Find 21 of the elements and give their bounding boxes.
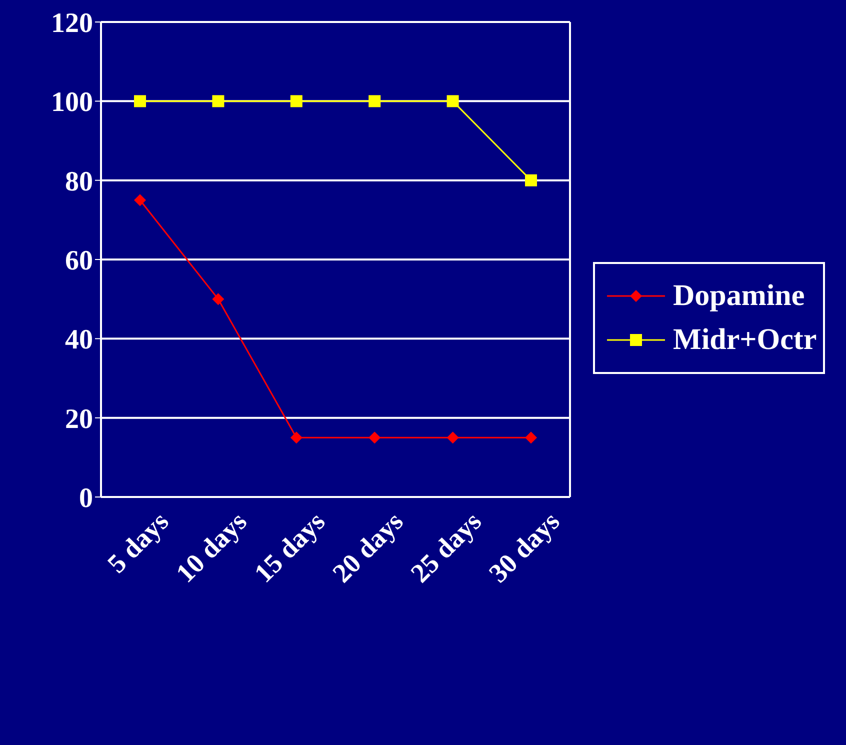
point bbox=[525, 432, 537, 444]
y-tick-label: 20 bbox=[65, 404, 93, 435]
y-tick-label: 100 bbox=[51, 87, 93, 118]
y-tick-label: 40 bbox=[65, 324, 93, 356]
y-tick-label: 60 bbox=[65, 245, 93, 276]
point bbox=[212, 95, 224, 108]
point bbox=[290, 432, 302, 444]
point bbox=[290, 95, 302, 108]
point bbox=[446, 432, 459, 444]
point bbox=[134, 194, 146, 206]
point bbox=[134, 95, 146, 108]
legend-label: Dopamine bbox=[673, 279, 805, 313]
y-tick-label: 0 bbox=[79, 482, 93, 514]
y-tick-label: 120 bbox=[51, 8, 93, 39]
y-tick-label: 80 bbox=[65, 166, 93, 198]
point bbox=[446, 95, 459, 108]
point bbox=[212, 293, 224, 306]
point bbox=[368, 432, 381, 444]
point bbox=[525, 174, 537, 186]
legend-label: Midr+Octr bbox=[673, 323, 817, 357]
point bbox=[368, 95, 381, 108]
